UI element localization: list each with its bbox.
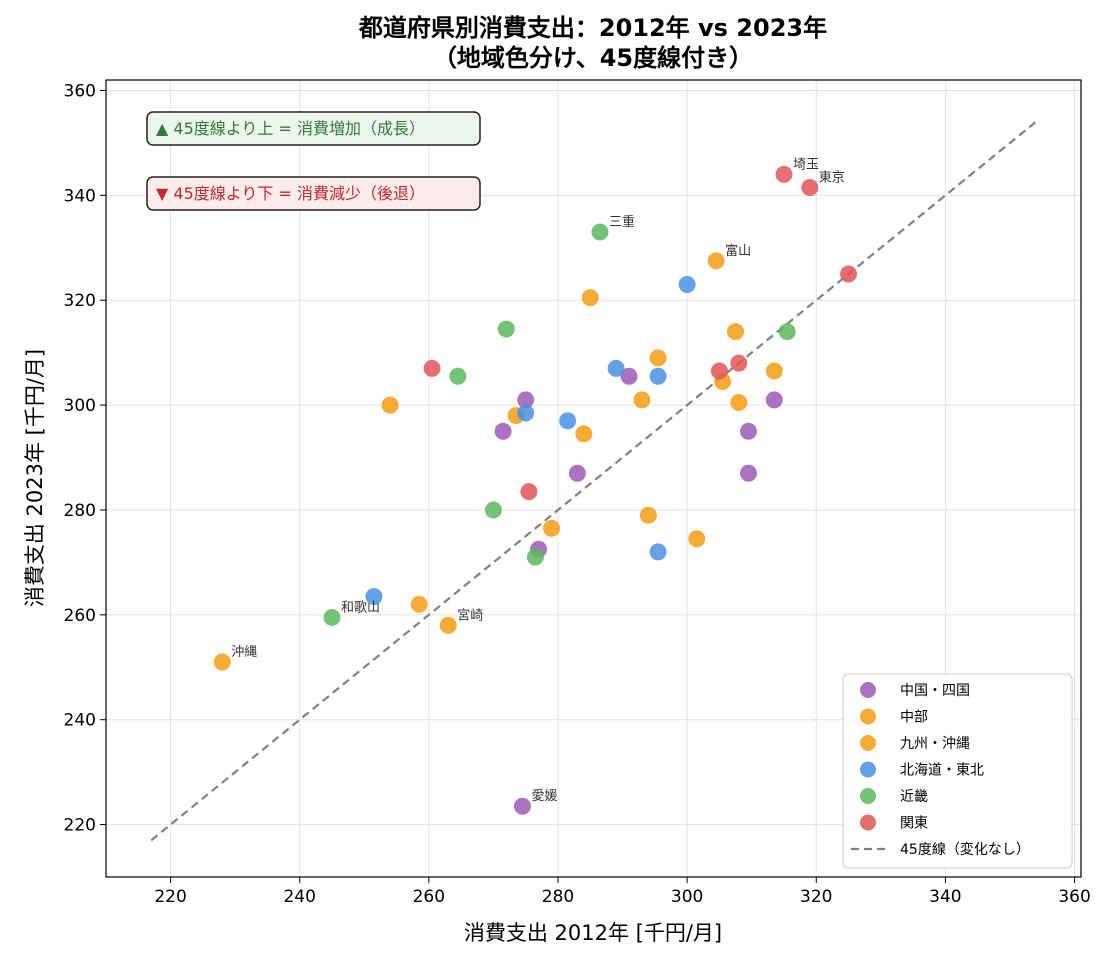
legend-marker	[860, 761, 876, 778]
data-point	[765, 362, 783, 380]
data-point	[381, 396, 399, 414]
data-point	[410, 595, 428, 613]
tick-label-x: 300	[671, 887, 703, 907]
legend-marker	[860, 814, 876, 831]
data-point	[323, 608, 341, 626]
data-point	[543, 519, 561, 537]
tick-label-x: 360	[1058, 887, 1090, 907]
data-point	[688, 530, 706, 548]
data-point	[575, 425, 593, 443]
data-point-label: 富山	[725, 243, 751, 259]
tick-label-x: 260	[413, 887, 445, 907]
data-point	[520, 483, 538, 501]
plot-frame	[105, 79, 1082, 878]
data-point	[423, 359, 441, 377]
y-axis-label: 消費支出 2023年 [千円/月]	[23, 349, 47, 607]
tick-label-x: 280	[542, 887, 574, 907]
tick-label-x: 340	[929, 887, 961, 907]
data-point-label: 東京	[819, 169, 845, 185]
tick-label-y: 320	[64, 291, 96, 311]
chart-title: 都道府県別消費支出：2012年 vs 2023年	[358, 14, 827, 42]
data-point-label: 三重	[609, 214, 635, 230]
tick-label-y: 280	[64, 501, 96, 521]
data-point	[727, 323, 745, 341]
legend-marker	[860, 735, 876, 751]
legend-box	[842, 673, 1073, 869]
tick-label-y: 240	[64, 711, 96, 731]
data-point	[620, 367, 638, 385]
tick-label-y: 220	[64, 816, 96, 836]
data-point	[639, 506, 657, 524]
data-point-label: 沖縄	[231, 645, 257, 660]
data-point	[517, 391, 535, 409]
data-point	[730, 393, 748, 411]
data-point-label: 和歌山	[341, 600, 380, 615]
legend-label: 中部	[900, 710, 928, 726]
legend-label: 九州・沖縄	[900, 736, 970, 752]
tick-label-y: 300	[64, 396, 96, 416]
data-point	[213, 653, 231, 671]
annotation-decline-box	[146, 176, 481, 211]
data-point	[739, 464, 757, 482]
data-point	[517, 404, 535, 422]
data-point	[494, 422, 512, 440]
data-point	[449, 367, 467, 385]
data-point	[801, 178, 819, 196]
data-point	[649, 349, 667, 367]
data-point	[730, 354, 748, 372]
chart-subtitle: （地域色分け、45度線付き）	[433, 44, 753, 72]
data-point	[707, 252, 725, 270]
legend-marker	[860, 788, 876, 804]
data-point	[678, 275, 696, 293]
data-point-label: 宮崎	[457, 607, 483, 623]
data-point	[649, 543, 667, 561]
tick-label-y: 360	[64, 81, 96, 101]
reference-line	[150, 118, 1040, 842]
data-point	[633, 391, 651, 409]
data-point	[513, 797, 531, 815]
data-point	[581, 289, 599, 307]
data-point	[649, 367, 667, 385]
legend-label: 中国・四国	[900, 683, 970, 699]
legend-label: 北海道・東北	[900, 763, 984, 779]
data-point	[526, 548, 544, 566]
annotation-growth-text: ▲ 45度線より上 = 消費増加（成長）	[156, 119, 425, 138]
reference-line-group	[150, 118, 1040, 842]
x-axis-label: 消費支出 2012年 [千円/月]	[464, 921, 722, 945]
data-point	[568, 464, 586, 482]
data-point	[439, 616, 457, 634]
tick-label-x: 220	[154, 887, 186, 907]
data-point-label: 愛媛	[531, 789, 557, 804]
legend-label: 関東	[900, 816, 928, 832]
data-point	[559, 412, 577, 430]
data-point	[775, 165, 793, 183]
data-point	[765, 391, 783, 409]
annotation-growth-box	[146, 111, 481, 146]
data-point	[778, 323, 796, 341]
data-point	[484, 501, 502, 519]
legend-marker	[860, 708, 876, 725]
data-point	[840, 265, 858, 283]
legend-label: 近畿	[900, 789, 928, 805]
annotation-decline: ▼ 45度線より下 = 消費減少（後退）	[146, 176, 481, 211]
tick-label-x: 320	[800, 887, 832, 907]
data-point	[710, 362, 728, 380]
tick-label-y: 260	[64, 606, 96, 626]
tick-label-x: 240	[283, 887, 315, 907]
data-point	[497, 320, 515, 338]
legend-marker	[860, 682, 876, 698]
tick-label-y: 340	[64, 186, 96, 206]
data-point	[607, 359, 625, 377]
data-point	[591, 223, 609, 241]
data-point	[739, 422, 757, 440]
annotation-decline-text: ▼ 45度線より下 = 消費減少（後退）	[156, 184, 425, 203]
axis-ticks: 220 240 260 280 300 320 340 360 220 240 260 280 300 3…	[64, 81, 1091, 907]
legend-label: 45度線（変化なし）	[900, 841, 1030, 858]
data-point-label: 埼玉	[793, 157, 819, 172]
data-point	[365, 587, 383, 605]
annotation-growth: ▲ 45度線より上 = 消費増加（成長）	[146, 111, 481, 146]
